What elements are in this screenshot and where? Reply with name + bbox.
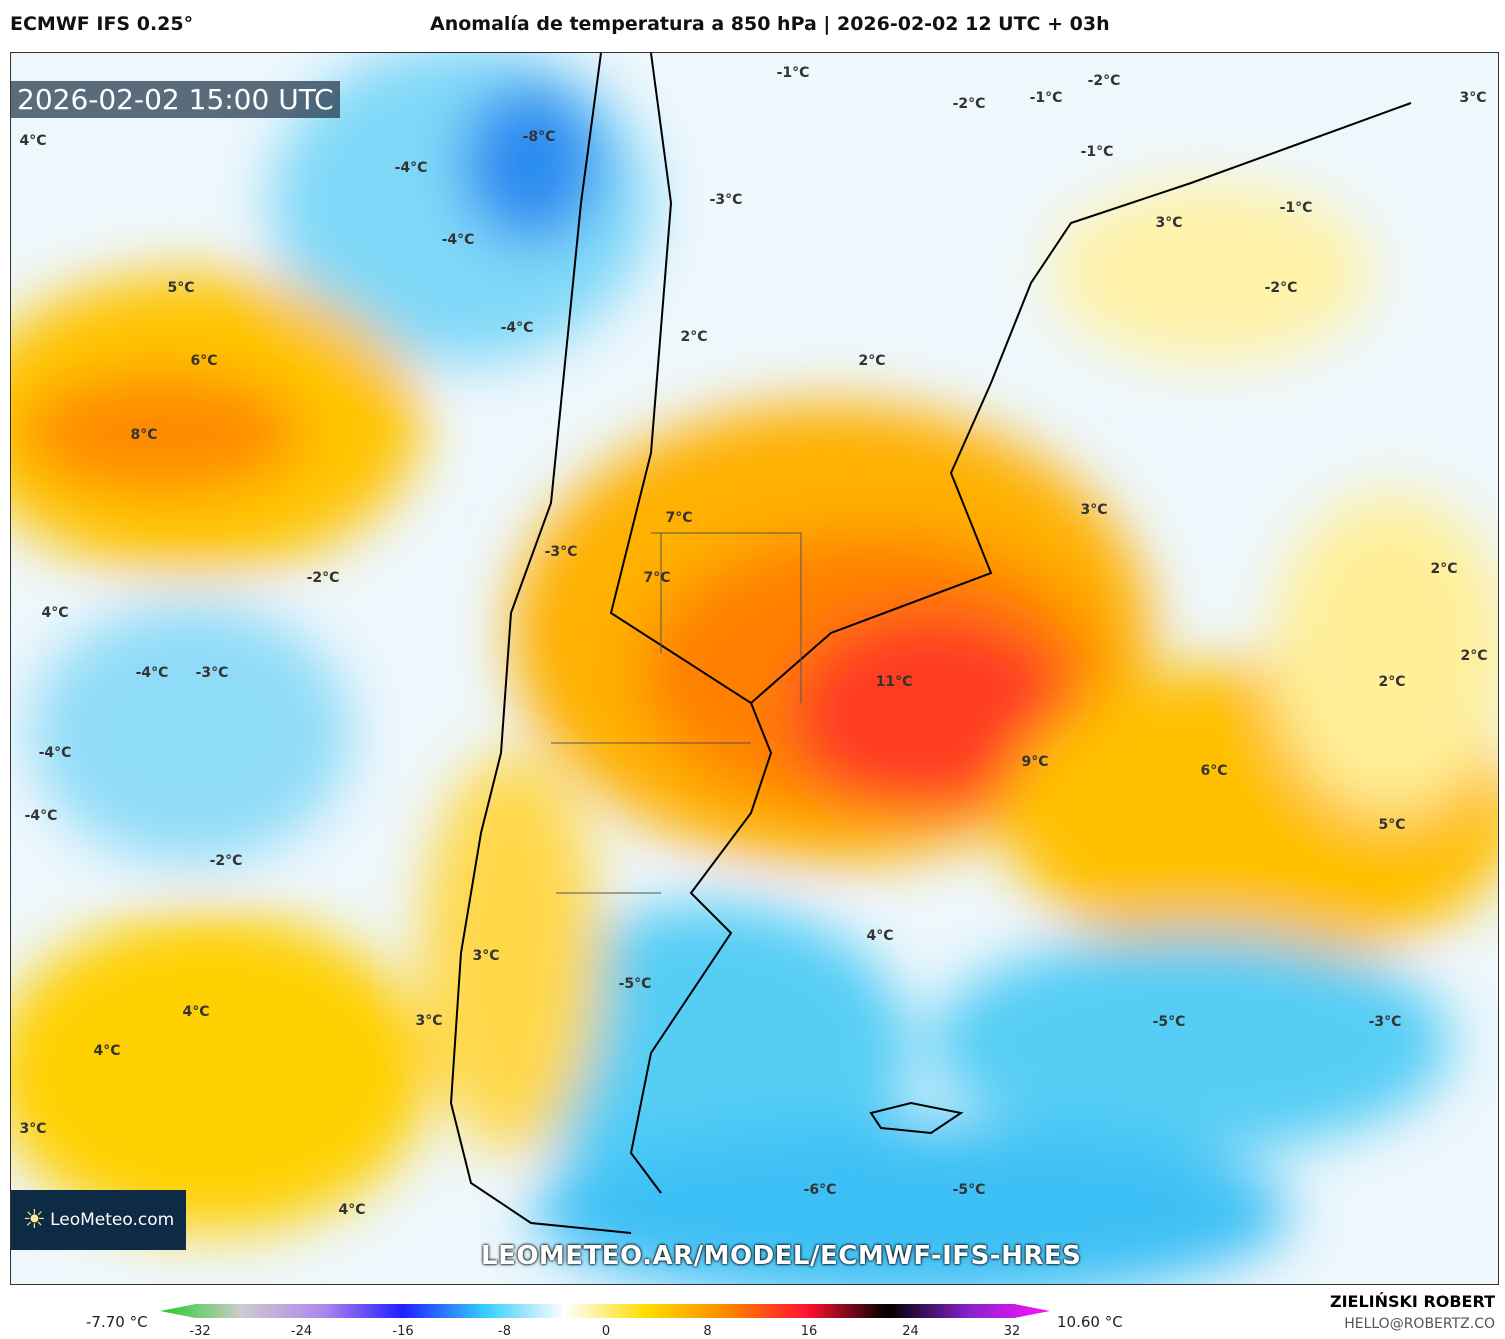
contour-label: 2°C [1430,561,1458,577]
contour-label: 8°C [130,427,158,443]
contour-label: 2°C [1460,648,1488,664]
contour-label: -4°C [394,160,428,176]
contour-label: 2°C [1378,674,1406,690]
contour-label: 2°C [858,353,886,369]
valid-time-label: 2026-02-02 15:00 UTC [11,81,340,118]
colorbar [160,1304,1050,1318]
colorbar-tick: -16 [392,1324,414,1339]
contour-label: 11°C [875,674,913,690]
contour-label: 4°C [866,928,894,944]
contour-label: 6°C [190,353,218,369]
contour-label: 3°C [1459,90,1487,106]
contour-label: 2°C [680,329,708,345]
contour-label: -2°C [1087,73,1121,89]
contour-label: -2°C [209,853,243,869]
contour-label: 3°C [1080,502,1108,518]
contour-label: 9°C [1021,754,1049,770]
contour-label: -1°C [1279,200,1313,216]
contour-label: 4°C [19,133,47,149]
colorbar-max: 10.60 °C [1057,1313,1123,1331]
contour-label: 7°C [643,570,671,586]
colorbar-tick: -24 [290,1324,313,1339]
colorbar-tick: -8 [498,1324,511,1339]
contour-label: 5°C [167,280,195,296]
contour-label: -2°C [952,96,986,112]
contour-label: 4°C [41,605,69,621]
sun-icon: ☀ [22,1205,47,1235]
contour-label: -3°C [1368,1014,1402,1030]
colorbar-tick: 8 [703,1324,712,1339]
contour-label: 6°C [1200,763,1228,779]
colorbar-tick: 24 [902,1324,919,1339]
contour-label: -3°C [709,192,743,208]
contour-label: 4°C [182,1004,210,1020]
source-url-watermark: LEOMETEO.AR/MODEL/ECMWF-IFS-HRES [481,1241,1082,1271]
contour-label: -2°C [1264,280,1298,296]
contour-label: 3°C [1155,215,1183,231]
contour-label: -5°C [618,976,652,992]
contour-label: -4°C [500,320,534,336]
contour-label: -4°C [24,808,58,824]
contour-label: -8°C [522,129,556,145]
contour-label: -4°C [441,232,475,248]
temperature-anomaly-map[interactable]: 4°C -1°C -2°C 3°C -2°C -1°C -8°C -1°C -4°C -3°C -1… [10,52,1499,1285]
colorbar-min: -7.70 °C [86,1313,148,1331]
model-name: ECMWF IFS 0.25° [10,13,194,35]
contour-label: -1°C [1029,90,1063,106]
contour-label: -3°C [544,544,578,560]
contour-label: 4°C [93,1043,121,1059]
contour-label: 3°C [19,1121,47,1137]
contour-label: -5°C [952,1182,986,1198]
contour-label: -3°C [195,665,229,681]
logo-text: LeoMeteo.com [50,1210,175,1230]
author-credit: ZIELIŃSKI ROBERT [1329,1292,1495,1311]
colorbar-tick: 0 [601,1324,611,1339]
contour-label: -2°C [306,570,340,586]
contour-label: -1°C [1080,144,1114,160]
contour-label: 7°C [665,510,693,526]
author-email[interactable]: HELLO@ROBERTZ.CO [1344,1316,1495,1332]
contour-label: 3°C [472,948,500,964]
map-title: Anomalía de temperatura a 850 hPa | 2026… [430,13,1110,35]
contour-label: -1°C [776,65,810,81]
contour-label: -4°C [38,745,72,761]
province-borders [551,532,802,894]
coastlines [449,53,1412,1234]
colorbar-tick: 16 [800,1324,818,1339]
contour-label: -5°C [1152,1014,1186,1030]
colorbar-tick: -32 [189,1324,211,1339]
contour-label: 3°C [415,1013,443,1029]
colorbar-tick: 32 [1003,1324,1021,1339]
leometeo-logo: ☀ LeoMeteo.com [11,1190,186,1250]
contour-label: -4°C [135,665,169,681]
contour-label: 5°C [1378,817,1406,833]
contour-label: 4°C [338,1202,366,1218]
anomaly-field [11,53,1498,1284]
contour-label: -6°C [803,1182,837,1198]
